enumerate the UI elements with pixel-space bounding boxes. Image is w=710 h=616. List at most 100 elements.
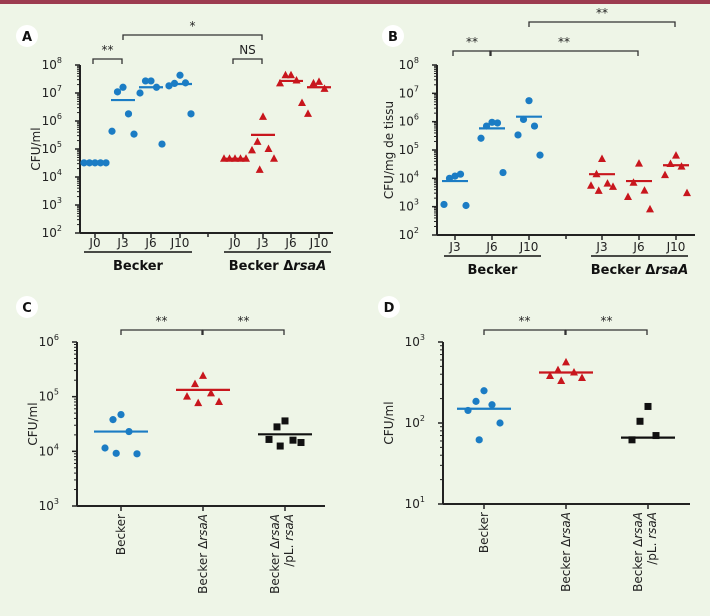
y-tick-label: 103 xyxy=(42,196,62,212)
data-point-triangle xyxy=(270,154,278,162)
data-point-circle xyxy=(133,450,141,458)
significance-label: NS xyxy=(239,43,256,57)
data-point-circle xyxy=(499,168,507,177)
data-point-square xyxy=(289,436,297,444)
panel-label: A xyxy=(22,30,32,45)
data-point-circle xyxy=(480,387,488,395)
x-category-label: /pL. rsaA xyxy=(645,512,659,565)
data-point-circle xyxy=(536,151,544,159)
x-tick-label: J3 xyxy=(256,236,268,250)
y-tick-base: 10 xyxy=(399,58,414,72)
group-label: Becker ΔrsaA xyxy=(229,259,327,274)
data-point-triangle xyxy=(309,78,318,87)
y-tick-label: 105 xyxy=(39,388,59,404)
significance-label: ** xyxy=(466,35,478,49)
y-tick-label: 105 xyxy=(42,140,62,156)
group-label-text: Becker Δ xyxy=(591,263,656,278)
data-point-circle xyxy=(451,172,459,180)
data-point-triangle xyxy=(194,398,203,407)
y-tick-exponent: 2 xyxy=(414,226,419,235)
series-circle xyxy=(440,97,544,210)
y-tick-base: 10 xyxy=(405,416,420,430)
y-tick-base: 10 xyxy=(405,497,420,511)
y-tick-label: 106 xyxy=(39,333,59,349)
y-axis-label: CFU/ml xyxy=(29,127,43,170)
x-category-text: Becker xyxy=(477,512,491,553)
y-tick-base: 10 xyxy=(399,171,414,185)
x-category-label: Becker xyxy=(477,512,491,553)
x-tick-label: J0 xyxy=(228,236,240,250)
data-point-square xyxy=(628,436,636,444)
y-tick-base: 10 xyxy=(399,143,414,157)
x-category-label: Becker ΔrsaA xyxy=(559,512,573,592)
series-triangle xyxy=(539,357,593,385)
data-point-square xyxy=(276,442,284,450)
y-tick-exponent: 7 xyxy=(57,84,62,93)
y-tick-label: 102 xyxy=(399,226,419,242)
y-tick-base: 10 xyxy=(42,58,57,72)
data-point-circle xyxy=(124,110,133,118)
y-tick-exponent: 6 xyxy=(57,112,62,121)
y-tick-base: 10 xyxy=(39,390,54,404)
x-tick-label: J6 xyxy=(632,240,644,254)
y-tick-label: 101 xyxy=(405,495,425,511)
data-point-circle xyxy=(158,140,166,148)
data-point-square xyxy=(652,432,660,440)
x-tick-label: J3 xyxy=(116,236,128,250)
data-point-circle xyxy=(130,130,138,138)
significance-bracket xyxy=(483,329,566,335)
y-tick-exponent: 3 xyxy=(57,196,62,205)
y-tick-label: 104 xyxy=(39,442,59,458)
y-tick-base: 10 xyxy=(42,226,57,240)
data-point-circle xyxy=(514,131,522,139)
panel-label-circle xyxy=(16,296,38,318)
data-point-circle xyxy=(176,71,184,79)
group-label: Becker xyxy=(113,259,164,274)
x-category-text: Becker xyxy=(114,514,128,555)
data-point-triangle xyxy=(287,70,295,79)
y-tick-label: 103 xyxy=(405,333,425,349)
data-point-triangle xyxy=(264,144,273,152)
x-category-label: Becker ΔrsaA xyxy=(268,514,282,594)
y-tick-exponent: 8 xyxy=(57,56,62,65)
data-point-circle xyxy=(475,436,483,444)
series-square xyxy=(258,417,312,450)
data-point-circle xyxy=(119,83,127,91)
x-tick-label: J6 xyxy=(144,236,156,250)
data-point-triangle xyxy=(646,204,654,213)
data-point-triangle xyxy=(253,137,262,145)
data-point-triangle xyxy=(207,388,215,397)
group-label-gene: rsaA xyxy=(655,263,688,278)
data-point-circle xyxy=(112,449,120,457)
series-circle xyxy=(94,410,148,458)
series-triangle xyxy=(220,70,331,173)
y-tick-base: 10 xyxy=(399,200,414,214)
data-point-triangle xyxy=(557,376,566,385)
panel-label-circle xyxy=(382,25,404,47)
data-point-circle xyxy=(530,122,539,130)
data-point-circle xyxy=(113,88,122,96)
y-tick-exponent: 3 xyxy=(54,497,59,506)
panel-label: C xyxy=(22,301,32,316)
significance-bracket xyxy=(565,329,648,335)
series-triangle xyxy=(587,151,691,213)
data-point-triangle xyxy=(215,397,223,405)
significance-bracket xyxy=(452,50,492,56)
data-point-square xyxy=(281,417,289,425)
group-label-gene: rsaA xyxy=(293,259,326,274)
data-point-triangle xyxy=(635,159,643,167)
data-point-square xyxy=(644,402,652,410)
x-category-text: /pL. xyxy=(645,539,659,565)
significance-bracket xyxy=(120,329,203,335)
y-tick-label: 104 xyxy=(399,169,419,185)
y-tick-exponent: 5 xyxy=(57,140,62,149)
x-category-label: Becker ΔrsaA xyxy=(196,514,210,594)
y-tick-exponent: 5 xyxy=(54,388,59,397)
y-tick-exponent: 5 xyxy=(414,141,419,150)
data-point-square xyxy=(297,439,305,447)
data-point-triangle xyxy=(578,373,586,381)
y-tick-label: 106 xyxy=(399,113,419,129)
group-label-text: Becker xyxy=(468,263,519,278)
